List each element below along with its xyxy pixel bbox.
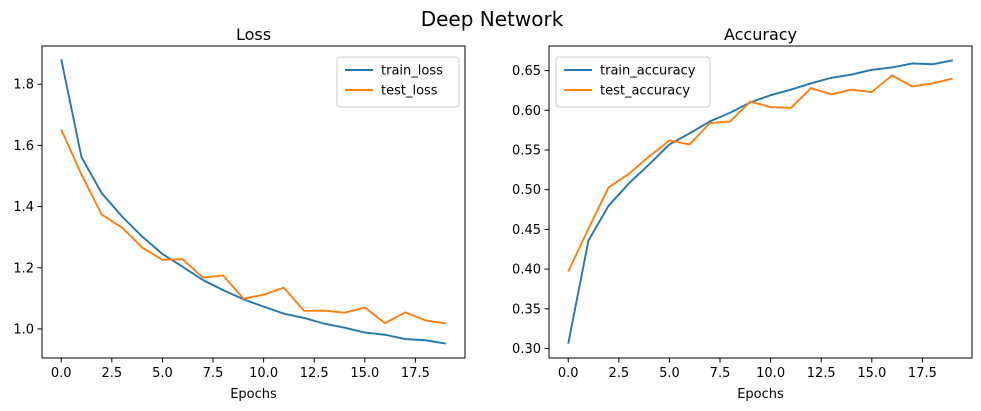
y-tick-label: 1.4 xyxy=(13,200,34,215)
x-tick-label: 2.5 xyxy=(608,366,629,381)
x-tick-label: 12.5 xyxy=(807,366,836,381)
y-tick-label: 0.60 xyxy=(512,104,541,119)
x-tick-label: 15.0 xyxy=(857,366,886,381)
figure-title: Deep Network xyxy=(421,7,564,31)
x-tick-label: 17.5 xyxy=(401,366,430,381)
y-tick-label: 1.2 xyxy=(13,261,34,276)
legend-box xyxy=(555,56,711,108)
x-tick-label: 2.5 xyxy=(101,366,122,381)
x-tick-label: 17.5 xyxy=(908,366,937,381)
x-tick-label: 7.5 xyxy=(710,366,731,381)
x-tick-label: 0.0 xyxy=(558,366,579,381)
x-tick-label: 15.0 xyxy=(350,366,379,381)
chart-panels: Loss 0.0 2.5 5.0 7.5 10.0 12.5 15.0 17.5 1.0 1.2 1.… xyxy=(13,25,973,402)
legend-label-train_accuracy: train_accuracy xyxy=(600,64,696,79)
y-tick-label: 0.30 xyxy=(512,342,541,357)
plot-title: Loss xyxy=(236,25,271,44)
x-tick-label: 0.0 xyxy=(51,366,72,381)
legend-label-test_loss: test_loss xyxy=(381,84,438,99)
y-tick-label: 1.0 xyxy=(13,322,34,337)
x-tick-label: 5.0 xyxy=(152,366,173,381)
x-axis-title: Epochs xyxy=(737,387,784,402)
y-tick-label: 0.35 xyxy=(512,302,541,317)
series-line-test_loss xyxy=(60,129,446,325)
y-tick-label: 0.50 xyxy=(512,183,541,198)
legend: train_loss test_loss xyxy=(336,56,460,108)
chart-panel-0: Loss 0.0 2.5 5.0 7.5 10.0 12.5 15.0 17.5 1.0 1.2 1.… xyxy=(13,25,466,402)
series-line-test_accuracy xyxy=(567,74,953,272)
series-line-train_accuracy xyxy=(567,59,953,344)
x-tick-label: 5.0 xyxy=(659,366,680,381)
axes-frame xyxy=(41,45,466,359)
legend-label-train_loss: train_loss xyxy=(381,64,443,79)
x-tick-label: 7.5 xyxy=(203,366,224,381)
plot-title: Accuracy xyxy=(724,25,797,44)
x-tick-label: 10.0 xyxy=(249,366,278,381)
legend: train_accuracy test_accuracy xyxy=(555,56,711,108)
x-tick-label: 10.0 xyxy=(756,366,785,381)
x-axis-title: Epochs xyxy=(230,387,277,402)
y-tick-label: 0.65 xyxy=(512,64,541,79)
legend-label-test_accuracy: test_accuracy xyxy=(600,84,690,99)
y-tick-label: 1.6 xyxy=(13,139,34,154)
y-tick-label: 0.45 xyxy=(512,223,541,238)
y-tick-label: 0.55 xyxy=(512,144,541,159)
axes-frame xyxy=(548,45,973,359)
y-tick-label: 0.40 xyxy=(512,263,541,278)
chart-panel-1: Accuracy 0.0 2.5 5.0 7.5 10.0 12.5 15.0 17.5 0.30… xyxy=(512,25,973,402)
series-line-train_loss xyxy=(60,58,446,345)
x-tick-label: 12.5 xyxy=(300,366,329,381)
y-tick-label: 1.8 xyxy=(13,78,34,93)
